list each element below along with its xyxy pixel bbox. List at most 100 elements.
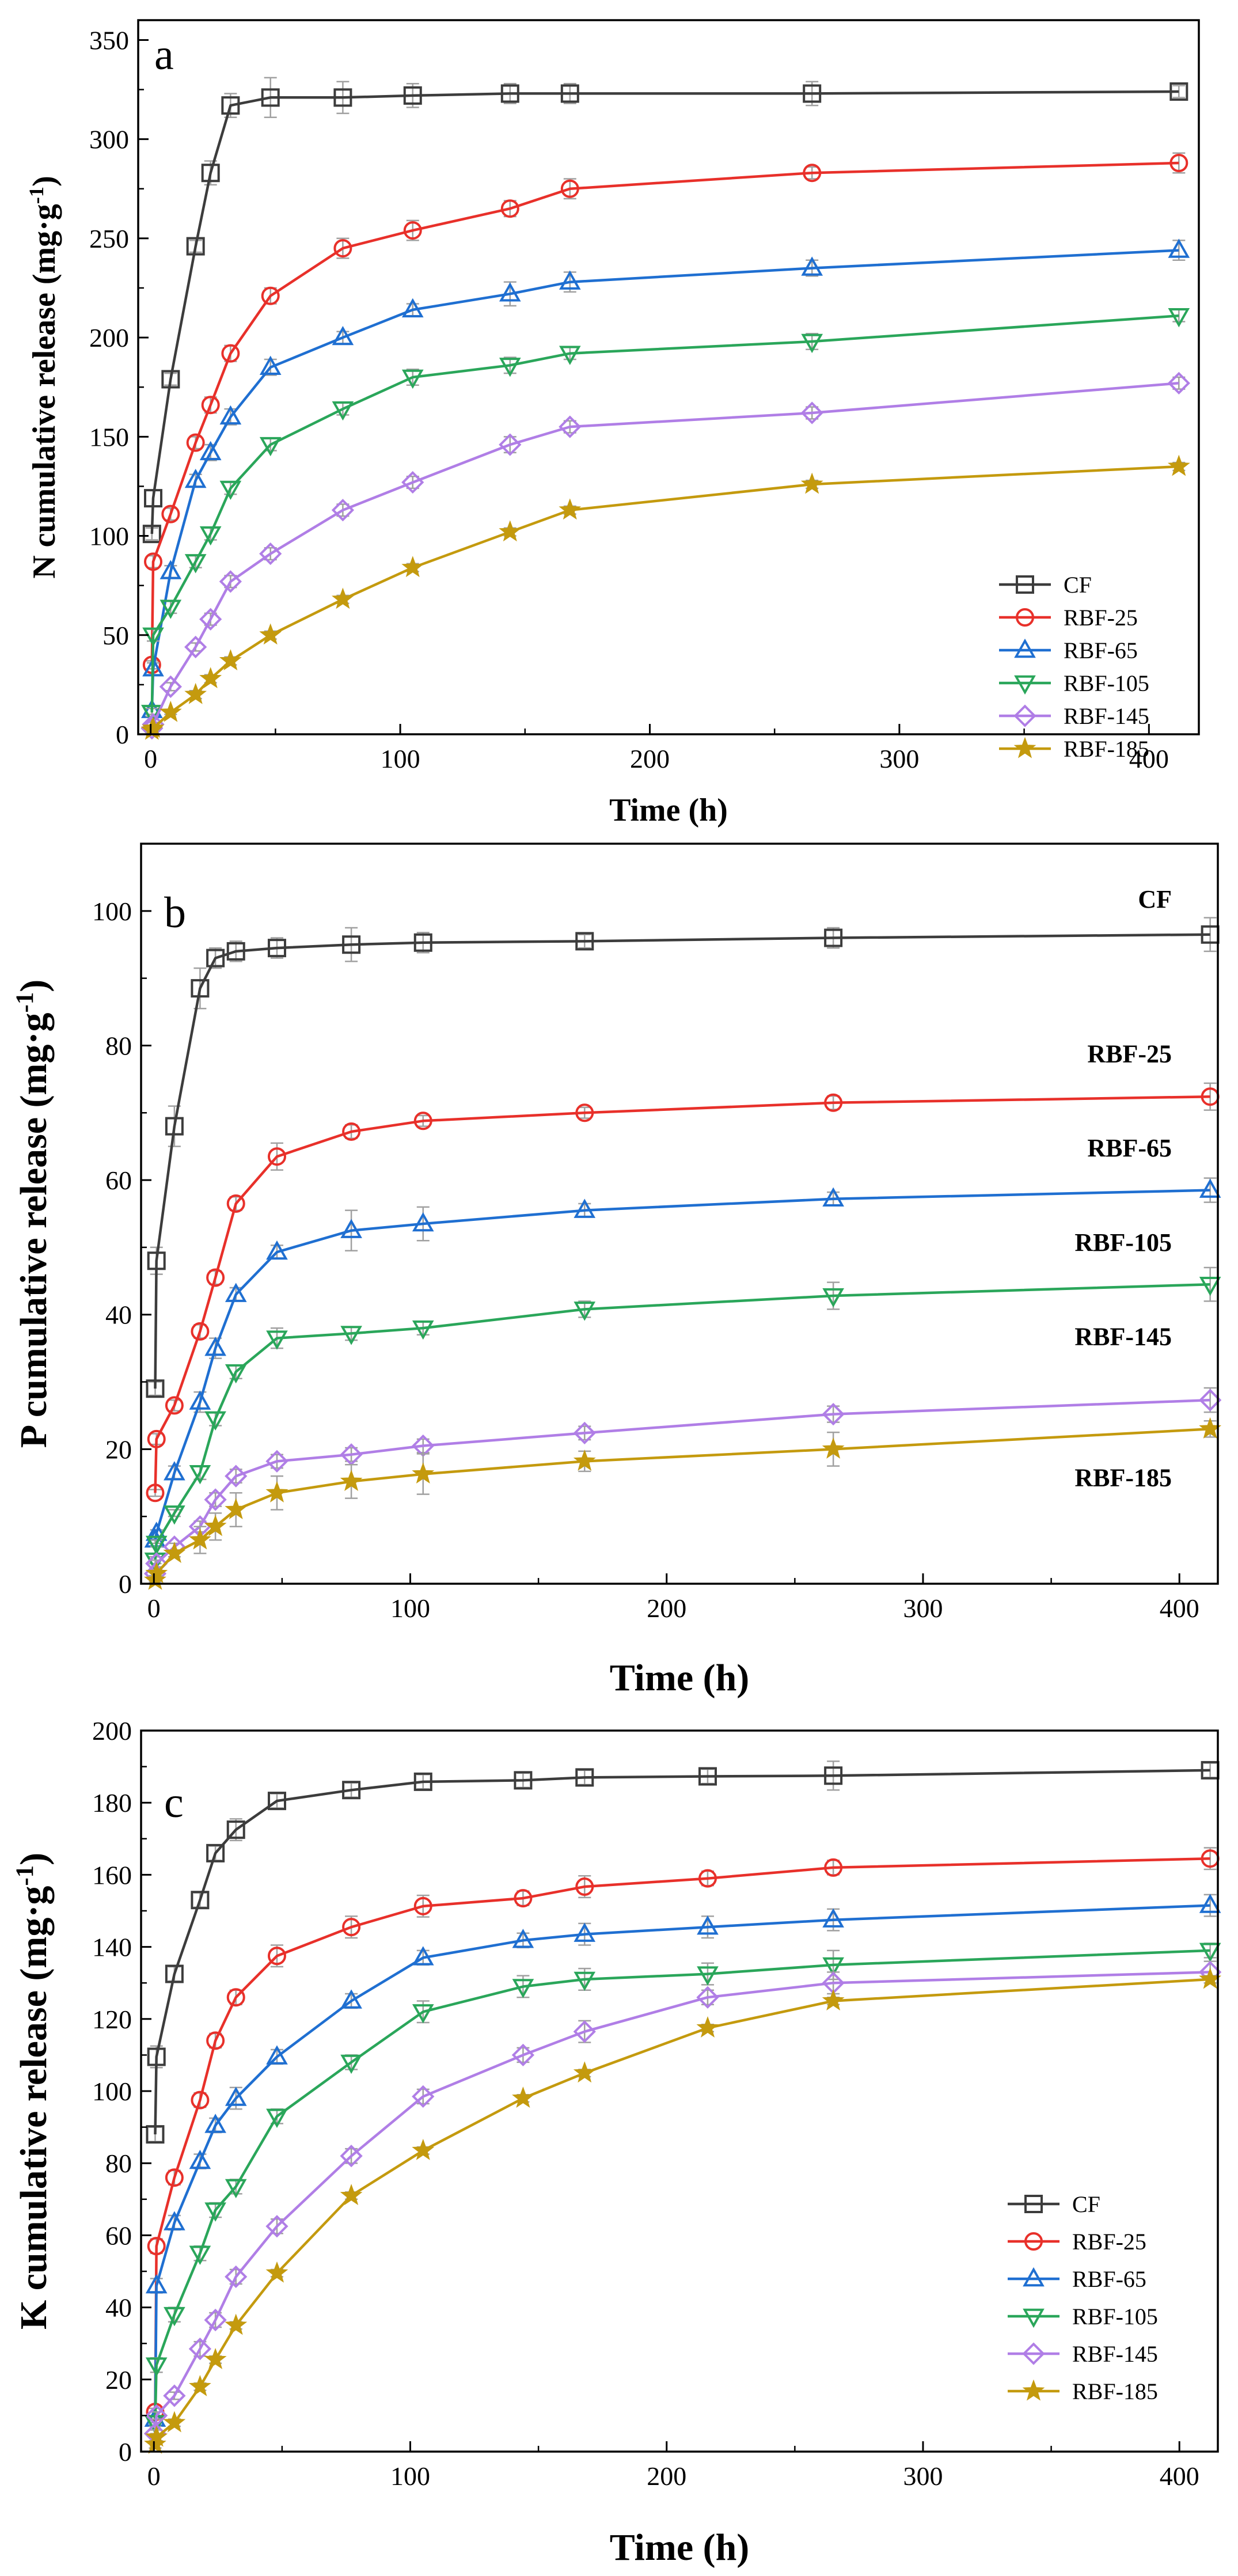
x-tick-label: 300	[903, 1594, 943, 1623]
data-point	[332, 325, 354, 346]
data-point	[1199, 1388, 1222, 1412]
data-point	[340, 1470, 363, 1491]
series-rbf-105	[144, 1943, 1221, 2435]
data-point	[333, 239, 352, 258]
series-cf	[146, 917, 1220, 1398]
data-point	[499, 520, 522, 542]
data-point	[265, 1450, 288, 1473]
series-line	[154, 1428, 1210, 1581]
data-point	[259, 623, 282, 645]
x-tick-label: 100	[390, 1594, 430, 1623]
data-point	[261, 88, 280, 107]
data-point	[412, 1462, 435, 1484]
series-cf	[146, 1760, 1220, 2144]
y-axis-title: N cumulative release (mg·g-1)	[25, 176, 62, 579]
data-point	[500, 84, 519, 103]
data-point	[146, 1379, 165, 1398]
series-line	[154, 1904, 1210, 2419]
x-tick-label: 400	[1129, 744, 1169, 773]
data-point	[186, 237, 205, 256]
data-point	[184, 635, 207, 659]
legend-item: RBF-145	[999, 703, 1149, 729]
data-point	[191, 979, 210, 998]
data-point	[1169, 154, 1188, 172]
data-point	[265, 1481, 288, 1503]
data-point	[146, 1484, 165, 1503]
data-point	[147, 1429, 166, 1448]
x-tick-label: 100	[381, 744, 420, 773]
legend-marker	[1024, 2232, 1043, 2251]
data-point	[512, 2086, 534, 2108]
x-tick-label: 400	[1160, 2461, 1199, 2491]
data-point	[206, 1843, 225, 1862]
series-rbf-25	[146, 1847, 1220, 2422]
data-point	[560, 179, 579, 198]
data-point	[219, 405, 242, 425]
series-rbf-185	[140, 454, 1190, 740]
legend-label: RBF-65	[1072, 2266, 1146, 2292]
axes-frame	[140, 843, 1219, 1585]
error-bar	[1172, 152, 1186, 174]
data-point	[413, 933, 432, 952]
x-tick-label: 0	[147, 2461, 161, 2491]
data-point	[413, 1896, 432, 1915]
data-point	[512, 1929, 534, 1948]
data-point	[164, 2306, 185, 2327]
data-point	[573, 1421, 596, 1444]
data-point	[559, 270, 581, 290]
data-point	[822, 1957, 844, 1977]
data-point	[191, 1891, 210, 1910]
legend-marker	[1013, 737, 1036, 758]
data-point	[226, 942, 245, 961]
data-point	[1168, 238, 1190, 258]
data-point	[225, 2313, 248, 2335]
y-axis-title-main: K cumulative release (mg·g	[13, 1886, 55, 2330]
data-point	[144, 552, 163, 571]
data-point	[800, 401, 823, 424]
data-point	[401, 471, 424, 494]
legend-marker	[1023, 2267, 1045, 2287]
data-point	[822, 1437, 845, 1459]
legend-marker	[1016, 608, 1034, 627]
data-point	[559, 346, 581, 365]
y-axis-title-sup: -1	[25, 187, 48, 204]
data-point	[199, 608, 222, 631]
data-point	[698, 1767, 717, 1786]
data-point	[225, 2086, 247, 2106]
series-inline-label: RBF-185	[1074, 1464, 1172, 1492]
data-point	[160, 600, 182, 619]
data-point	[267, 939, 286, 958]
data-point	[824, 1766, 843, 1785]
data-point	[803, 164, 822, 183]
series-inline-label: RBF-65	[1087, 1134, 1172, 1162]
series-line	[150, 249, 1179, 711]
data-point	[189, 1528, 211, 1550]
data-point	[184, 682, 207, 704]
data-point	[824, 1093, 843, 1112]
data-point	[145, 2404, 168, 2427]
data-point	[696, 2016, 719, 2038]
data-point	[697, 1966, 719, 1986]
data-point	[219, 480, 242, 500]
data-point	[822, 1402, 845, 1426]
data-point	[698, 1869, 717, 1888]
y-tick-label: 100	[92, 2077, 132, 2106]
series-line	[154, 1857, 1210, 2412]
data-point	[204, 2114, 226, 2133]
data-point	[265, 2215, 288, 2238]
y-axis-title: P cumulative release (mg·g-1)	[12, 980, 55, 1448]
data-point	[340, 2054, 362, 2074]
data-point	[342, 1918, 361, 1937]
series-rbf-145	[143, 1387, 1222, 1585]
x-axis-title: Time (h)	[610, 2526, 750, 2569]
legend-item: CF	[999, 572, 1092, 598]
data-point	[514, 1771, 533, 1790]
data-point	[1199, 1894, 1221, 1913]
x-tick-label: 200	[630, 744, 670, 773]
data-point	[332, 401, 354, 421]
legend-marker	[1016, 575, 1034, 594]
data-point	[403, 86, 422, 105]
data-point	[201, 396, 220, 415]
data-point	[800, 472, 823, 494]
data-point	[221, 96, 240, 115]
